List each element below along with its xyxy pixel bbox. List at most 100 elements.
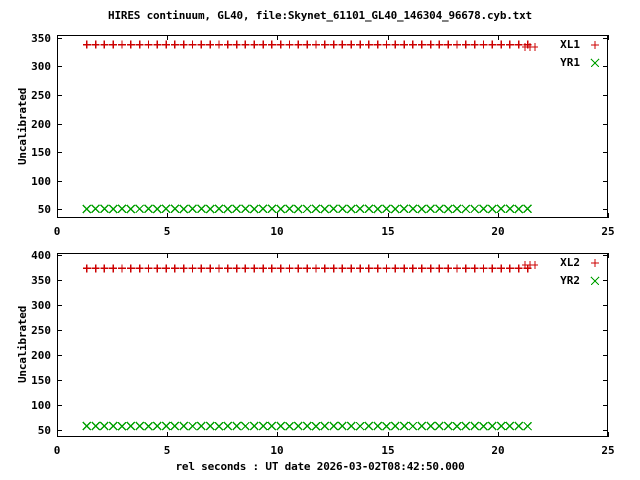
legend-key-glyph — [590, 276, 600, 286]
ytick-label: 400 — [31, 249, 51, 262]
xtick-label: 5 — [163, 444, 171, 457]
bottom-plot-frame — [57, 253, 608, 437]
legend-key-glyph — [591, 259, 599, 267]
ytick-mark — [603, 209, 608, 210]
ytick-mark — [57, 38, 62, 39]
xtick-mark — [57, 253, 58, 258]
ytick-mark — [603, 305, 608, 306]
ytick-label: 350 — [31, 32, 51, 45]
ytick-mark — [603, 95, 608, 96]
legend-marker-yr2 — [588, 273, 602, 287]
xtick-label: 5 — [163, 225, 171, 238]
ytick-mark — [603, 181, 608, 182]
xtick-label: 0 — [53, 225, 61, 238]
xtick-mark — [388, 35, 389, 40]
xtick-mark — [388, 253, 389, 258]
xtick-mark — [498, 432, 499, 437]
xtick-mark — [608, 213, 609, 218]
legend-marker-xl2 — [588, 255, 602, 269]
ytick-mark — [603, 66, 608, 67]
xtick-mark — [498, 253, 499, 258]
legend-sample-line — [522, 37, 538, 51]
ytick-mark — [603, 330, 608, 331]
ytick-label: 100 — [31, 175, 51, 188]
ytick-mark — [57, 124, 62, 125]
legend-sample-glyph — [522, 43, 538, 51]
xtick-label: 0 — [53, 444, 61, 457]
xtick-mark — [277, 253, 278, 258]
ytick-mark — [57, 95, 62, 96]
legend-sample-line — [522, 255, 538, 269]
legend-label-xl1: XL1 — [560, 38, 580, 51]
chart-title: HIRES continuum, GL40, file:Skynet_61101… — [108, 9, 532, 22]
ytick-mark — [603, 280, 608, 281]
xtick-label: 15 — [381, 444, 395, 457]
legend-key-glyph — [590, 58, 600, 68]
ytick-mark — [603, 124, 608, 125]
ytick-mark — [603, 380, 608, 381]
legend-key-glyph — [591, 41, 599, 49]
xtick-mark — [608, 253, 609, 258]
legend-marker-xl1 — [588, 37, 602, 51]
xtick-mark — [57, 213, 58, 218]
xtick-mark — [167, 213, 168, 218]
ytick-label: 250 — [31, 324, 51, 337]
ytick-label: 300 — [31, 299, 51, 312]
legend-marker-yr1 — [588, 55, 602, 69]
ytick-mark — [57, 380, 62, 381]
xtick-mark — [167, 432, 168, 437]
ytick-label: 250 — [31, 89, 51, 102]
xtick-mark — [388, 213, 389, 218]
xtick-label: 20 — [491, 444, 505, 457]
ytick-label: 50 — [37, 424, 51, 437]
xtick-mark — [167, 35, 168, 40]
xtick-mark — [277, 35, 278, 40]
ytick-mark — [57, 152, 62, 153]
ytick-mark — [57, 405, 62, 406]
ytick-mark — [603, 405, 608, 406]
xtick-mark — [57, 432, 58, 437]
ytick-mark — [57, 181, 62, 182]
ytick-mark — [57, 280, 62, 281]
xtick-mark — [498, 213, 499, 218]
xtick-mark — [498, 35, 499, 40]
ytick-mark — [603, 255, 608, 256]
ytick-mark — [57, 305, 62, 306]
ytick-mark — [57, 430, 62, 431]
ytick-mark — [57, 66, 62, 67]
legend-label-yr1: YR1 — [560, 56, 580, 69]
xtick-mark — [608, 35, 609, 40]
legend-sample-glyph — [522, 261, 538, 269]
xtick-mark — [167, 253, 168, 258]
ytick-mark — [57, 255, 62, 256]
xaxis-label: rel seconds : UT date 2026-03-02T08:42:5… — [175, 460, 465, 473]
ytick-mark — [57, 355, 62, 356]
ytick-mark — [603, 152, 608, 153]
ytick-label: 50 — [37, 203, 51, 216]
legend-label-yr2: YR2 — [560, 274, 580, 287]
ytick-label: 200 — [31, 118, 51, 131]
ytick-mark — [57, 330, 62, 331]
ytick-label: 150 — [31, 374, 51, 387]
ytick-mark — [603, 355, 608, 356]
ytick-mark — [603, 430, 608, 431]
ytick-label: 350 — [31, 274, 51, 287]
xtick-label: 10 — [270, 444, 284, 457]
xtick-mark — [277, 432, 278, 437]
ytick-label: 100 — [31, 399, 51, 412]
ytick-mark — [57, 209, 62, 210]
xtick-mark — [277, 213, 278, 218]
ytick-label: 300 — [31, 60, 51, 73]
xtick-label: 25 — [601, 444, 615, 457]
ytick-label: 200 — [31, 349, 51, 362]
xtick-mark — [57, 35, 58, 40]
xtick-mark — [388, 432, 389, 437]
xtick-label: 10 — [270, 225, 284, 238]
legend-label-xl2: XL2 — [560, 256, 580, 269]
xtick-label: 15 — [381, 225, 395, 238]
top-plot-frame — [57, 35, 608, 218]
ytick-label: 150 — [31, 146, 51, 159]
xtick-label: 20 — [491, 225, 505, 238]
